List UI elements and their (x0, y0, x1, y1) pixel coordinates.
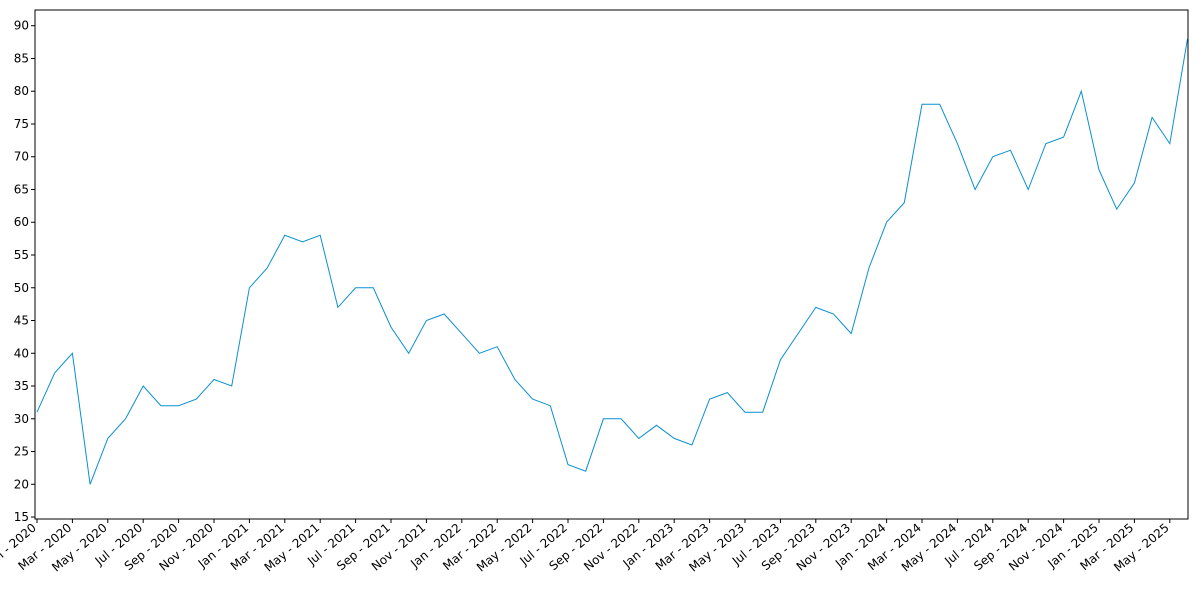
y-tick-label: 55 (14, 248, 29, 262)
y-tick-label: 85 (14, 51, 29, 65)
plot-frame (34, 9, 1189, 520)
y-tick-label: 25 (14, 445, 29, 459)
y-tick-label: 20 (14, 477, 29, 491)
y-tick-label: 50 (14, 281, 29, 295)
y-tick-label: 45 (14, 314, 29, 328)
y-tick-label: 15 (14, 510, 29, 524)
price-line (36, 38, 1188, 485)
y-tick-label: 40 (14, 346, 29, 360)
y-tick-label: 35 (14, 379, 29, 393)
y-tick-label: 90 (14, 19, 29, 33)
y-tick-label: 30 (14, 412, 29, 426)
y-tick-label: 60 (14, 215, 29, 229)
y-tick-label: 65 (14, 182, 29, 196)
y-tick-label: 80 (14, 84, 29, 98)
y-tick-label: 75 (14, 117, 29, 131)
y-tick-label: 70 (14, 150, 29, 164)
